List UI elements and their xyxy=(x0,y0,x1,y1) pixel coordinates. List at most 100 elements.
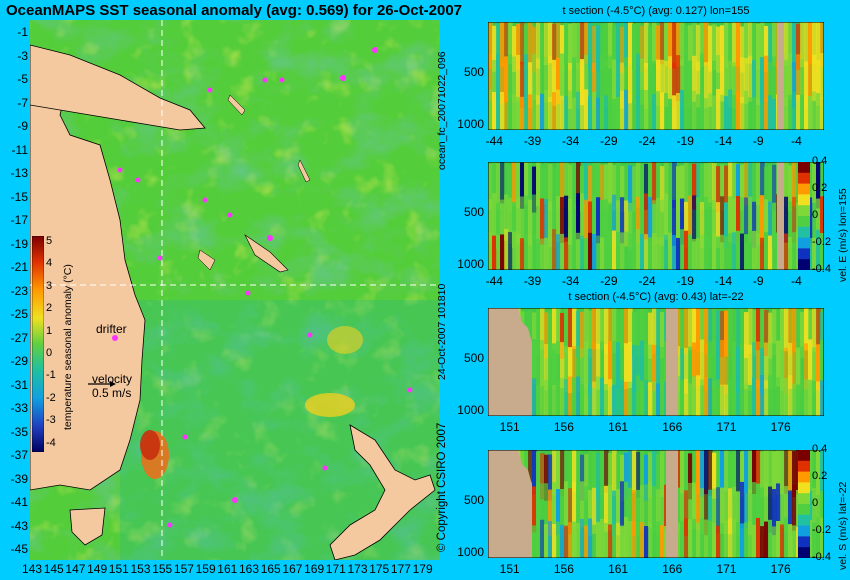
heatmap-cell xyxy=(632,59,637,106)
heatmap-cell xyxy=(744,450,749,493)
heatmap-cell xyxy=(760,237,765,270)
heatmap-cell xyxy=(600,450,605,496)
heatmap-cell xyxy=(616,60,621,107)
heatmap-cell xyxy=(816,450,821,495)
heatmap-cell xyxy=(568,198,573,245)
heatmap-cell xyxy=(616,378,621,416)
heatmap-cell xyxy=(576,91,581,130)
heatmap-cell xyxy=(556,380,561,416)
heatmap-cell xyxy=(728,233,733,270)
heatmap-cell xyxy=(508,54,513,101)
heatmap-cell xyxy=(804,94,809,130)
colorbar-tick: -0.2 xyxy=(812,236,831,248)
heatmap-cell xyxy=(700,53,705,100)
heatmap-cell xyxy=(628,381,633,416)
heatmap-cell xyxy=(772,229,777,270)
heatmap-cell xyxy=(716,26,721,73)
heatmap-cell xyxy=(740,342,745,389)
heatmap-cell xyxy=(580,22,585,66)
heatmap-cell xyxy=(760,308,765,352)
heatmap-cell xyxy=(684,347,689,394)
heatmap-cell xyxy=(612,340,617,387)
heatmap-cell xyxy=(576,310,581,357)
heatmap-cell xyxy=(624,231,629,270)
heatmap-cell xyxy=(656,237,661,270)
heatmap-cell xyxy=(560,488,565,535)
heatmap-cell xyxy=(676,309,681,356)
heatmap-cell xyxy=(564,450,569,492)
heatmap-cell xyxy=(744,162,749,206)
heatmap-cell xyxy=(672,199,677,246)
heatmap-cell xyxy=(608,341,613,388)
heatmap-cell xyxy=(636,521,641,558)
heatmap-cell xyxy=(668,232,673,270)
heatmap-cell xyxy=(720,25,725,72)
heatmap-cell xyxy=(732,22,737,67)
heatmap-cell xyxy=(756,162,761,205)
x-tick: -4 xyxy=(791,134,802,148)
heatmap-cell xyxy=(600,486,605,533)
heatmap-cell xyxy=(616,453,621,500)
heatmap-cell xyxy=(704,450,709,495)
heatmap-cell xyxy=(820,22,824,68)
heatmap-cell xyxy=(736,55,741,102)
colorbar-tick: -3 xyxy=(46,414,56,427)
heatmap-cell xyxy=(536,95,541,130)
heatmap-cell xyxy=(568,23,573,70)
heatmap-cell xyxy=(576,376,581,416)
heatmap-cell xyxy=(536,162,541,207)
heatmap-cell xyxy=(524,54,529,101)
heatmap-cell xyxy=(716,525,721,558)
heatmap-cell xyxy=(752,59,757,106)
heatmap-cell xyxy=(656,454,661,501)
heatmap-cell xyxy=(516,96,521,130)
heatmap-cell xyxy=(656,59,661,106)
heatmap-cell xyxy=(708,93,713,130)
heatmap-cell xyxy=(788,309,793,356)
heatmap-cell xyxy=(536,518,541,558)
heatmap-cell xyxy=(772,383,777,416)
heatmap-cell xyxy=(488,163,493,210)
heatmap-cell xyxy=(628,487,633,534)
heatmap-cell xyxy=(564,195,569,242)
heatmap-cell xyxy=(784,486,789,533)
heatmap-cell xyxy=(752,482,757,529)
heatmap-cell xyxy=(716,450,721,497)
heatmap-cell xyxy=(636,196,641,243)
heatmap-cell xyxy=(672,22,677,69)
heatmap-cell xyxy=(732,380,737,416)
heatmap-cell xyxy=(808,162,813,208)
heatmap-cell xyxy=(652,381,657,416)
heatmap-cell xyxy=(564,22,569,66)
heatmap-cell xyxy=(660,378,665,416)
section-colorbar-label: vel. E (m/s) lon=155 xyxy=(837,188,849,282)
heatmap-cell xyxy=(500,22,505,68)
heatmap-cell xyxy=(588,383,593,416)
heatmap-cell xyxy=(788,375,793,416)
heatmap-cell xyxy=(644,454,649,501)
heatmap-cell xyxy=(696,24,701,71)
heatmap-cell xyxy=(688,60,693,107)
heatmap-cell xyxy=(764,97,769,130)
lat-tick: -37 xyxy=(10,448,28,462)
heatmap-cell xyxy=(496,234,501,270)
heatmap-cell xyxy=(800,22,805,68)
heatmap-cell xyxy=(560,25,565,72)
heatmap-cell xyxy=(700,22,705,68)
heatmap-cell xyxy=(612,450,617,496)
heatmap-cell xyxy=(696,375,701,416)
heatmap-cell xyxy=(516,23,521,70)
x-tick: -44 xyxy=(485,134,503,148)
heatmap-cell xyxy=(672,234,677,270)
heatmap-cell xyxy=(804,308,809,351)
heatmap-cell xyxy=(660,22,665,65)
heatmap-cell xyxy=(712,199,717,246)
heatmap-cell xyxy=(720,55,725,102)
heatmap-cell xyxy=(496,22,501,65)
heatmap-cell xyxy=(784,450,789,494)
heatmap-cell xyxy=(676,22,681,67)
heatmap-cell xyxy=(556,89,561,130)
heatmap-cell xyxy=(728,308,733,354)
heatmap-cell xyxy=(564,346,569,393)
heatmap-cell xyxy=(748,55,753,102)
